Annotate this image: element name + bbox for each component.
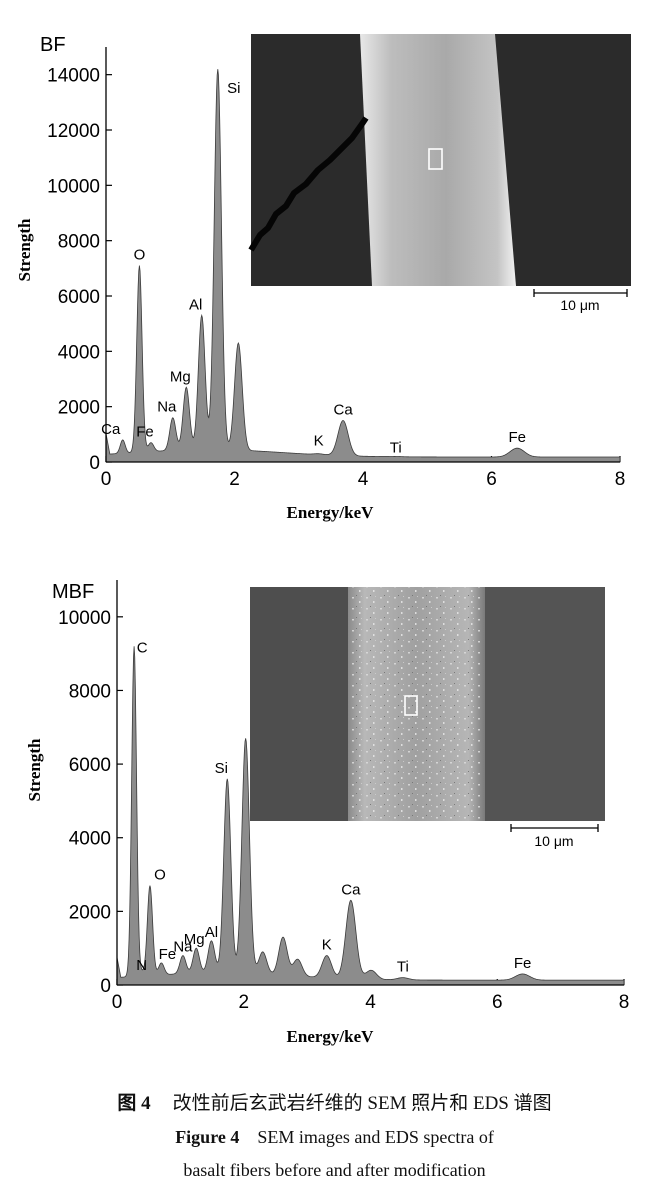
- x-axis-label: Energy/keV: [287, 1027, 375, 1046]
- x-tick-label: 0: [101, 469, 112, 490]
- y-tick-label: 8000: [58, 232, 100, 253]
- axis-ticks: 0 2 4 6 8 0 2000 4000 6000 8000 10000: [58, 608, 629, 1013]
- bf-spectrum-panel: BF Strength Energy/keV 0 2 4 6 8 0 2000 4000 600…: [15, 34, 631, 522]
- x-tick-label: 0: [112, 992, 123, 1013]
- analysis-region-marker: [428, 148, 443, 170]
- caption-en-label: Figure 4: [175, 1127, 240, 1147]
- peak-label-o: O: [134, 247, 146, 264]
- caption-en-text-2: basalt fibers before and after modificat…: [183, 1160, 486, 1180]
- scale-bar-label: 10 μm: [560, 297, 599, 313]
- peak-label-si: Si: [215, 760, 228, 777]
- x-axis-label: Energy/keV: [287, 503, 375, 522]
- axis-ticks: 0 2 4 6 8 0 2000 4000 6000 8000 10000 12000 14000: [47, 66, 625, 490]
- x-tick-label: 6: [486, 469, 497, 490]
- x-tick-label: 4: [358, 469, 369, 490]
- y-tick-label: 4000: [58, 342, 100, 363]
- peak-label-c: C: [137, 639, 148, 656]
- analysis-region-marker: [404, 695, 418, 716]
- y-axis-label: Strength: [25, 738, 44, 802]
- y-tick-label: 0: [100, 976, 111, 997]
- peak-label-si: Si: [227, 80, 240, 97]
- mbf-spectrum-panel: MBF Strength Energy/keV 0 2 4 6 8 0 2000 4000 60…: [25, 580, 629, 1046]
- x-tick-label: 4: [365, 992, 376, 1013]
- spectrum-area: [116, 646, 625, 986]
- spectrum-area: [105, 69, 621, 463]
- peak-label-na: Na: [157, 399, 177, 416]
- crack: [248, 116, 369, 252]
- peak-label-ca: Ca: [101, 421, 121, 438]
- sem-background-texture: [250, 587, 348, 821]
- y-tick-label: 14000: [47, 66, 100, 87]
- peak-label-fe: Fe: [136, 424, 154, 441]
- peak-label-k: K: [322, 937, 332, 954]
- peak-label-al: Al: [205, 924, 218, 941]
- x-tick-label: 2: [238, 992, 249, 1013]
- peak-label-fe: Fe: [514, 955, 532, 972]
- fiber: [360, 34, 516, 286]
- x-tick-label: 8: [615, 469, 626, 490]
- peak-label-mg: Mg: [184, 931, 205, 948]
- x-tick-label: 6: [492, 992, 503, 1013]
- peak-label-ca: Ca: [333, 402, 353, 419]
- peak-label-ca: Ca: [341, 881, 361, 898]
- peak-label-fe: Fe: [159, 946, 177, 963]
- y-tick-label: 10000: [58, 608, 111, 629]
- y-tick-label: 2000: [58, 398, 100, 419]
- peak-label-al: Al: [189, 296, 202, 313]
- y-tick-label: 0: [89, 453, 100, 474]
- caption-english-line1: Figure 4 SEM images and EDS spectra of: [0, 1127, 669, 1148]
- panel-title: MBF: [52, 581, 94, 603]
- caption-zh-label: 图 4: [117, 1093, 151, 1114]
- x-tick-label: 8: [619, 992, 630, 1013]
- peak-label-k: K: [314, 433, 324, 450]
- peak-label-ti: Ti: [397, 959, 409, 976]
- caption-english-line2: basalt fibers before and after modificat…: [0, 1160, 669, 1181]
- y-tick-label: 2000: [69, 902, 111, 923]
- y-tick-label: 6000: [58, 287, 100, 308]
- scale-bar-label: 10 μm: [534, 833, 573, 849]
- peak-label-na: Na: [173, 939, 193, 956]
- sem-image-mbf: [250, 587, 605, 821]
- sem-image-bf: [248, 34, 631, 286]
- peak-label-o: O: [154, 867, 166, 884]
- peak-label-ti: Ti: [390, 439, 402, 456]
- x-tick-label: 2: [229, 469, 240, 490]
- y-tick-label: 4000: [69, 829, 111, 850]
- y-tick-label: 10000: [47, 176, 100, 197]
- peak-label-fe: Fe: [508, 429, 526, 446]
- y-tick-label: 8000: [69, 681, 111, 702]
- caption-zh-text: 改性前后玄武岩纤维的 SEM 照片和 EDS 谱图: [172, 1093, 552, 1114]
- peak-label-n: N: [136, 957, 147, 974]
- caption-chinese: 图 4 改性前后玄武岩纤维的 SEM 照片和 EDS 谱图: [0, 1088, 669, 1115]
- y-tick-label: 6000: [69, 755, 111, 776]
- y-tick-label: 12000: [47, 121, 100, 142]
- y-axis-label: Strength: [15, 218, 34, 282]
- peak-label-mg: Mg: [170, 368, 191, 385]
- panel-title: BF: [40, 34, 66, 56]
- caption-en-text-1: SEM images and EDS spectra of: [257, 1127, 494, 1147]
